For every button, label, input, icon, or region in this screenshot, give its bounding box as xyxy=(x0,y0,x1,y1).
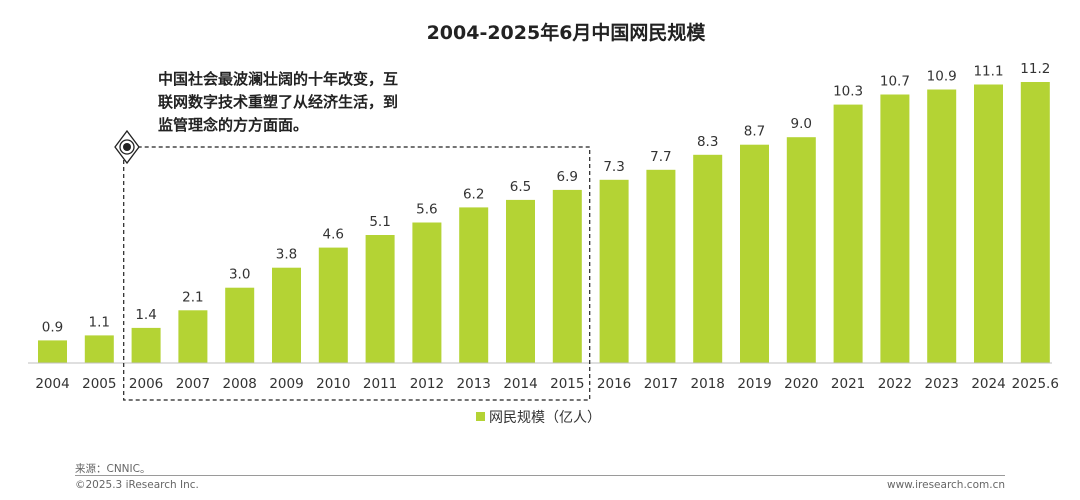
bar-2013 xyxy=(459,207,489,363)
bar-2008 xyxy=(225,287,255,363)
value-label-2006: 1.4 xyxy=(135,307,156,323)
value-label-2013: 6.2 xyxy=(463,186,484,202)
bar-2023 xyxy=(927,89,957,363)
value-label-2008: 3.0 xyxy=(229,267,250,283)
bar-2020 xyxy=(786,137,816,363)
source-note: 来源：CNNIC。 xyxy=(75,463,151,475)
x-tick-labels-group: 2004 2005 2006 2007 2008 2009 2010 2011 2012 2013… xyxy=(35,376,1059,392)
bar-2019 xyxy=(740,144,769,363)
x-tick-2010: 2010 xyxy=(316,376,350,392)
x-tick-2011: 2011 xyxy=(363,376,397,392)
x-tick-2009: 2009 xyxy=(269,376,303,392)
bar-2004 xyxy=(38,340,67,363)
value-label-2004: 0.9 xyxy=(42,319,63,335)
bar-chart: 2004-2025年6月中国网民规模 0.9 1.1 1.4 2.1 3.0 3.8 4.6… xyxy=(28,21,1059,426)
value-label-2019: 8.7 xyxy=(744,124,765,140)
x-tick-2022: 2022 xyxy=(878,376,912,392)
value-labels-group: 0.9 1.1 1.4 2.1 3.0 3.8 4.6 5.1 5.6 6.2 6.5 6.9 7.3 7… xyxy=(42,61,1051,335)
bar-2006 xyxy=(131,327,161,363)
bar-2017 xyxy=(646,169,676,363)
value-label-2023: 10.9 xyxy=(927,69,957,85)
location-pin-icon xyxy=(114,129,140,165)
x-tick-2019: 2019 xyxy=(737,376,771,392)
value-label-2005: 1.1 xyxy=(89,314,110,330)
legend: 网民规模（亿人） xyxy=(476,410,601,426)
bar-2012 xyxy=(412,222,442,363)
x-tick-2007: 2007 xyxy=(176,376,210,392)
bar-2005 xyxy=(84,335,114,363)
x-tick-2005: 2005 xyxy=(82,376,116,392)
value-label-2007: 2.1 xyxy=(182,289,203,305)
value-label-2022: 10.7 xyxy=(880,74,910,90)
bar-2015 xyxy=(552,189,582,363)
value-label-2009: 3.8 xyxy=(276,247,297,263)
legend-swatch xyxy=(476,412,485,421)
copyright: ©2025.3 iResearch Inc. xyxy=(75,479,199,491)
x-tick-2008: 2008 xyxy=(223,376,257,392)
value-label-2017: 7.7 xyxy=(650,149,671,165)
bar-2014 xyxy=(506,199,535,363)
annotation-line-3: 监管理念的方方面面。 xyxy=(158,116,308,134)
x-tick-2018: 2018 xyxy=(691,376,725,392)
x-tick-2013: 2013 xyxy=(457,376,491,392)
bar-2022 xyxy=(880,94,910,363)
annotation-text: 中国社会最波澜壮阔的十年改变，互 联网数字技术重塑了从经济生活，到 监管理念的方… xyxy=(158,70,398,134)
value-label-2012: 5.6 xyxy=(416,202,437,218)
x-tick-2021: 2021 xyxy=(831,376,865,392)
footer-divider xyxy=(75,475,1005,476)
website: www.iresearch.com.cn xyxy=(886,479,1005,491)
value-label-2020: 9.0 xyxy=(791,116,812,132)
bar-2024 xyxy=(974,84,1003,363)
annotation-line-1: 中国社会最波澜壮阔的十年改变，互 xyxy=(158,70,398,88)
value-label-2015: 6.9 xyxy=(557,169,578,185)
x-tick-2024: 2024 xyxy=(971,376,1005,392)
value-label-2016: 7.3 xyxy=(603,159,624,175)
x-tick-2016: 2016 xyxy=(597,376,631,392)
value-label-2024: 11.1 xyxy=(973,64,1003,80)
bar-2007 xyxy=(178,310,208,363)
annotation-line-2: 联网数字技术重塑了从经济生活，到 xyxy=(158,93,398,111)
x-tick-2004: 2004 xyxy=(35,376,69,392)
value-label-2010: 4.6 xyxy=(323,227,344,243)
x-tick-2020: 2020 xyxy=(784,376,818,392)
x-tick-2006: 2006 xyxy=(129,376,163,392)
bar-2010 xyxy=(318,247,348,363)
x-tick-2025.6: 2025.6 xyxy=(1012,376,1059,392)
bar-2016 xyxy=(599,179,629,363)
highlight-dashed-box xyxy=(123,146,591,401)
bar-2025.6 xyxy=(1020,82,1050,363)
x-tick-2014: 2014 xyxy=(503,376,537,392)
bars-group xyxy=(38,82,1050,363)
value-label-2025.6: 11.2 xyxy=(1020,61,1050,77)
bar-2018 xyxy=(693,154,723,363)
bar-2011 xyxy=(365,235,395,363)
value-label-2011: 5.1 xyxy=(369,214,390,230)
value-label-2021: 10.3 xyxy=(833,84,863,100)
legend-label: 网民规模（亿人） xyxy=(489,410,601,426)
x-tick-2012: 2012 xyxy=(410,376,444,392)
value-label-2014: 6.5 xyxy=(510,179,531,195)
value-label-2018: 8.3 xyxy=(697,134,718,150)
bar-2009 xyxy=(272,267,301,363)
bar-2021 xyxy=(833,104,863,363)
x-tick-2023: 2023 xyxy=(925,376,959,392)
x-tick-2015: 2015 xyxy=(550,376,584,392)
x-tick-2017: 2017 xyxy=(644,376,678,392)
chart-title: 2004-2025年6月中国网民规模 xyxy=(427,21,707,44)
